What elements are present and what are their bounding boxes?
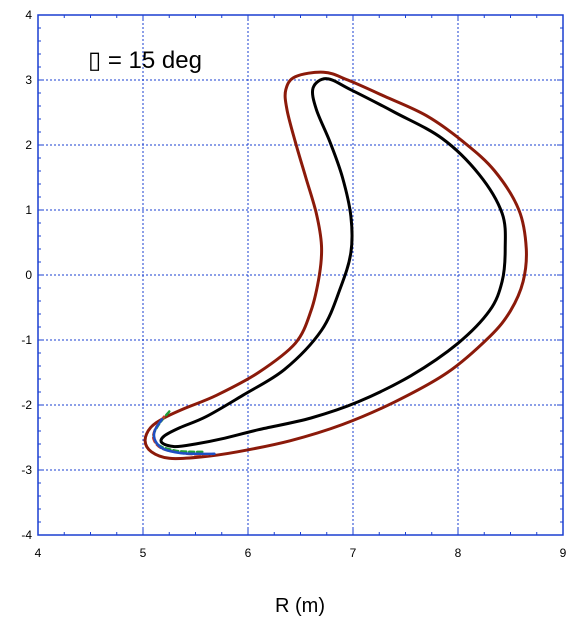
series-layer bbox=[143, 70, 528, 461]
y-tick-label: 1 bbox=[25, 203, 32, 217]
angle-annotation: ▯ = 15 deg bbox=[88, 47, 202, 74]
y-tick-label: -2 bbox=[21, 398, 32, 412]
x-tick-label: 6 bbox=[245, 546, 252, 560]
y-tick-label: 4 bbox=[25, 8, 32, 22]
y-tick-label: 2 bbox=[25, 138, 32, 152]
plot-background bbox=[38, 15, 563, 535]
y-tick-label: -4 bbox=[21, 528, 32, 542]
x-tick-label: 7 bbox=[350, 546, 357, 560]
y-tick-label: 3 bbox=[25, 73, 32, 87]
tick-labels: 4 5 6 7 8 9 -4 -3 -2 -1 0 1 2 3 4 bbox=[21, 8, 566, 560]
x-tick-label: 5 bbox=[140, 546, 147, 560]
y-tick-label: -1 bbox=[21, 333, 32, 347]
y-tick-label: -3 bbox=[21, 463, 32, 477]
series-line-1 bbox=[159, 77, 507, 449]
ticks bbox=[37, 14, 564, 536]
x-tick-label: 8 bbox=[455, 546, 462, 560]
series-line-0 bbox=[143, 70, 528, 461]
series-line-4 bbox=[152, 418, 216, 456]
x-tick-label: 9 bbox=[560, 546, 567, 560]
x-tick-label: 4 bbox=[35, 546, 42, 560]
y-tick-label: 0 bbox=[25, 268, 32, 282]
x-axis-label: R (m) bbox=[275, 595, 325, 617]
